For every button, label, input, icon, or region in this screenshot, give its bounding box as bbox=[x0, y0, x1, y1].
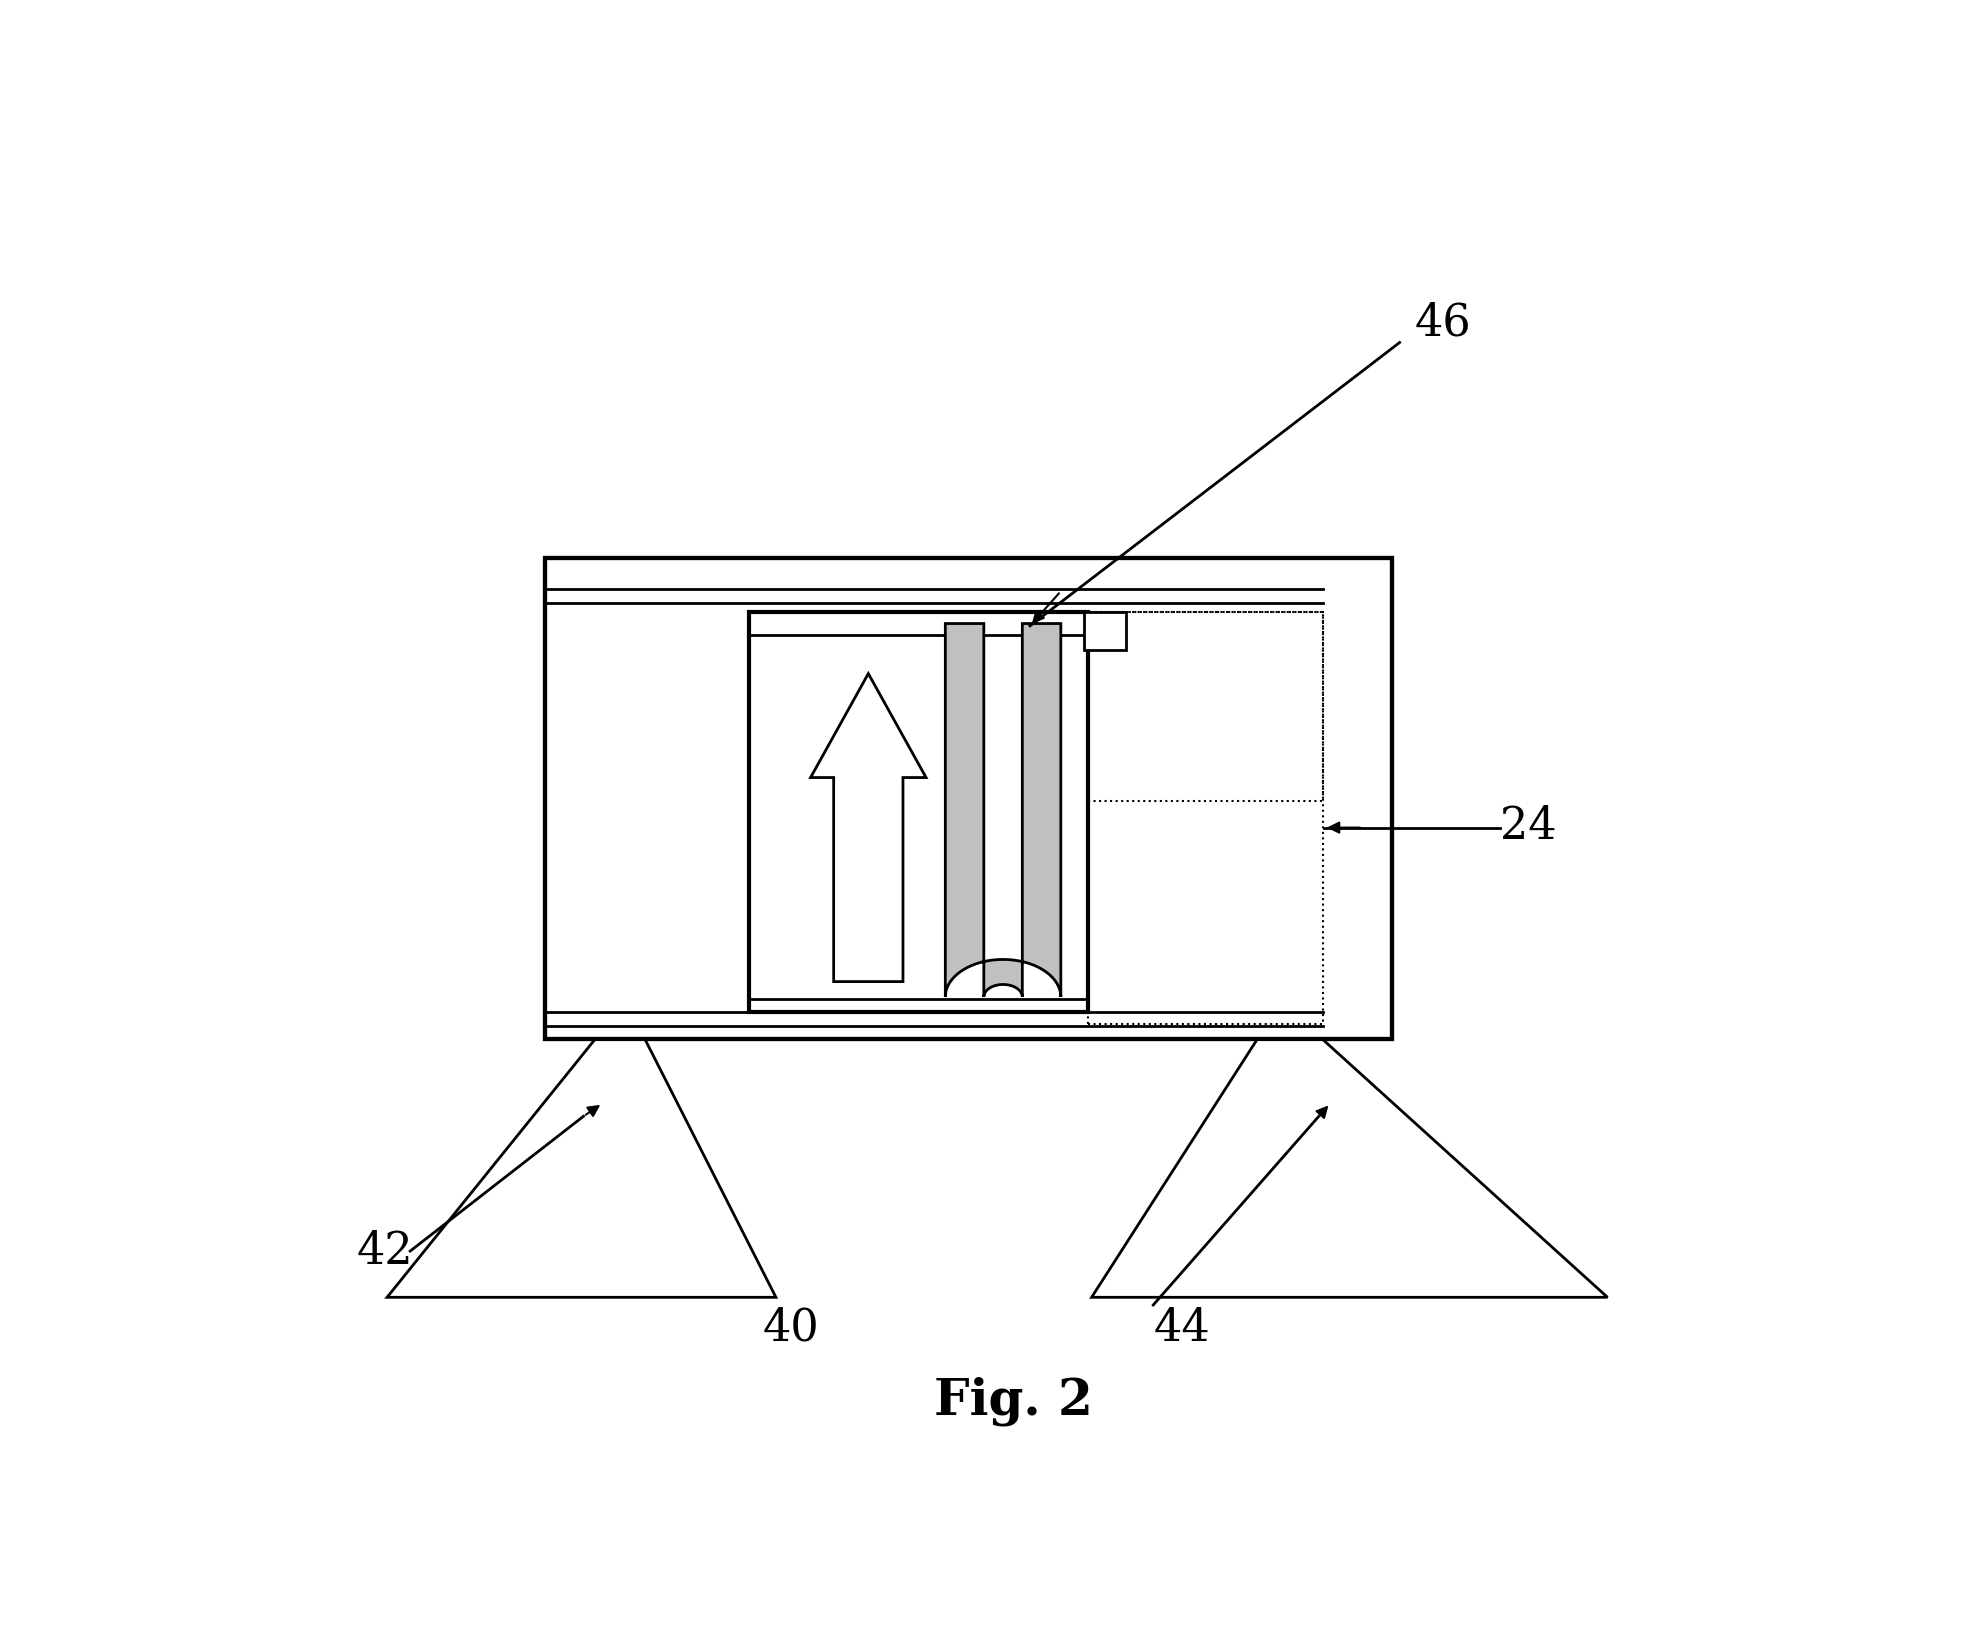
Polygon shape bbox=[811, 674, 926, 981]
Text: 24: 24 bbox=[1500, 804, 1555, 847]
Polygon shape bbox=[388, 1040, 776, 1297]
Text: 44: 44 bbox=[1154, 1306, 1209, 1349]
Text: 40: 40 bbox=[764, 1306, 819, 1349]
Polygon shape bbox=[946, 623, 1061, 997]
Bar bbox=[1088, 611, 1322, 1024]
Bar bbox=[544, 558, 1391, 1040]
Polygon shape bbox=[1092, 1040, 1607, 1297]
Bar bbox=[1088, 611, 1322, 801]
Bar bbox=[748, 611, 1088, 1012]
Bar bbox=[544, 558, 1391, 1040]
Text: 42: 42 bbox=[356, 1230, 414, 1272]
Bar bbox=[1084, 611, 1126, 651]
Text: 46: 46 bbox=[1415, 302, 1472, 345]
Text: Fig. 2: Fig. 2 bbox=[934, 1377, 1092, 1426]
